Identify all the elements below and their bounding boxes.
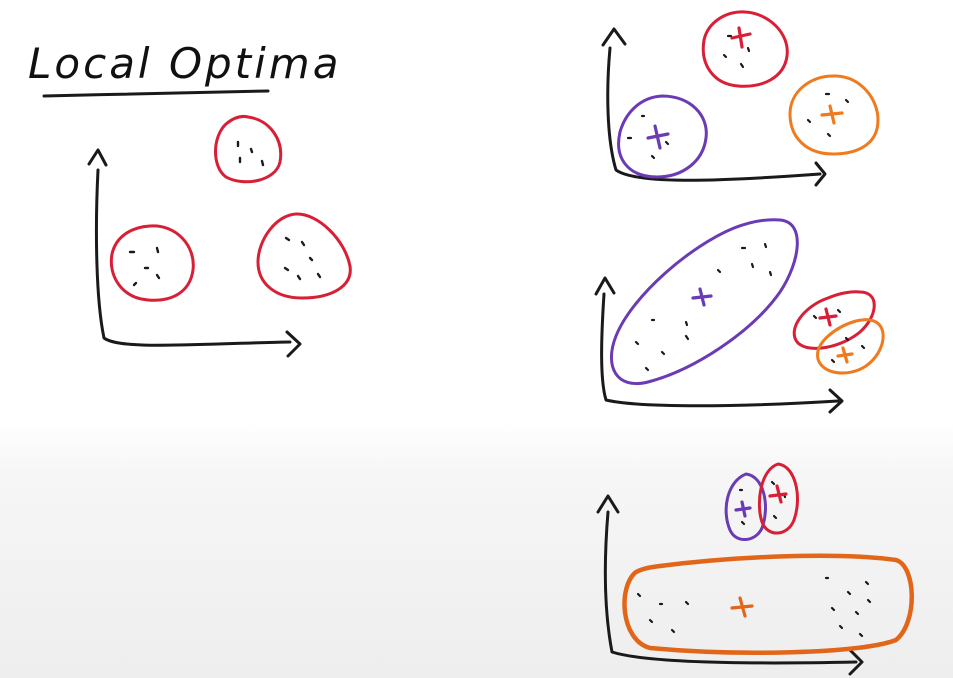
- local1-cluster-purple: [610, 218, 799, 385]
- initial-cluster-right: [256, 212, 352, 300]
- local2-axes: [603, 510, 858, 665]
- page-title: Local Optima: [28, 39, 341, 88]
- local2-cluster-purple: [724, 472, 767, 541]
- good-centroids: [646, 26, 844, 150]
- good-centroid-orange: [820, 104, 844, 125]
- local1-centroid-red: [818, 307, 838, 327]
- local1-cluster-red: [792, 290, 876, 350]
- good-y-arrowhead: [601, 27, 627, 47]
- local1-y-arrowhead: [594, 276, 616, 296]
- local2-centroid-purple: [734, 500, 752, 518]
- title-group: Local Optima: [28, 39, 341, 98]
- local2-cluster-orange: [622, 553, 914, 655]
- local1-centroid-purple: [691, 287, 713, 307]
- good-points: [626, 34, 850, 160]
- initial-cluster-left: [109, 224, 195, 302]
- good-centroid-purple: [646, 124, 670, 150]
- good-centroid-red: [730, 26, 752, 49]
- local1-points: [634, 242, 866, 372]
- good-axes: [606, 46, 822, 182]
- local1-centroids: [691, 287, 854, 364]
- local2-cluster-red: [757, 462, 799, 535]
- local2-y-arrowhead: [596, 494, 620, 514]
- local2-centroid-orange: [730, 596, 754, 618]
- good-cluster-orange: [788, 74, 880, 156]
- local-optimum-panel-1: [594, 218, 885, 414]
- local1-x-arrowhead: [828, 388, 844, 414]
- initial-data-panel: [87, 115, 352, 358]
- local1-centroid-orange: [836, 346, 854, 364]
- title-underline: [42, 89, 270, 98]
- local1-cluster-orange: [816, 318, 885, 375]
- initial-x-arrowhead: [285, 330, 302, 358]
- good-cluster-red: [701, 10, 789, 88]
- local1-axes: [600, 292, 840, 408]
- local2-x-arrowhead: [848, 648, 864, 676]
- local2-centroid-red: [768, 484, 788, 504]
- initial-cluster-top: [214, 115, 283, 184]
- initial-axes: [94, 168, 292, 347]
- local-optimum-panel-2: [596, 462, 914, 676]
- good-x-arrowhead: [814, 161, 827, 187]
- good-clustering-panel: [601, 10, 880, 187]
- initial-points: [128, 140, 322, 287]
- local2-centroids: [730, 484, 788, 618]
- good-cluster-purple: [617, 94, 708, 179]
- initial-y-arrowhead: [87, 148, 108, 167]
